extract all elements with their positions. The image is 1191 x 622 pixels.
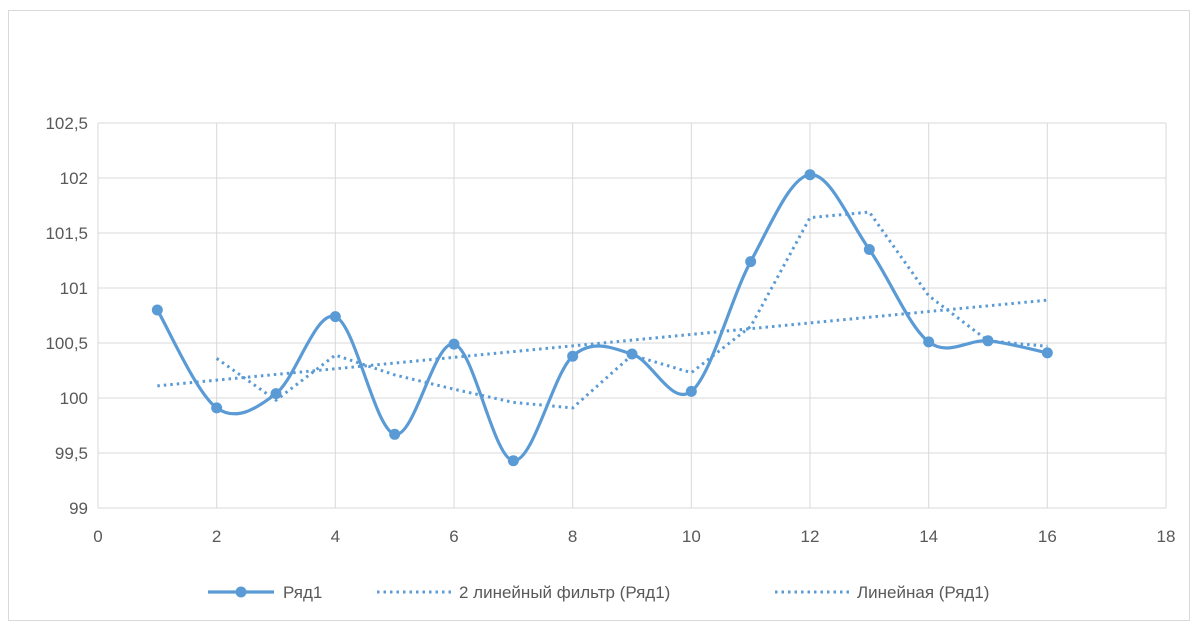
x-axis-ticks: 0 2 4 6 8 10 12 14 16 18: [93, 527, 1175, 546]
legend-label: Ряд1: [283, 583, 322, 602]
data-point-marker: [923, 336, 935, 348]
data-point-marker: [270, 388, 282, 400]
data-point-marker: [863, 244, 875, 255]
x-tick-label: 16: [1038, 527, 1057, 546]
y-tick-label: 100,5: [45, 334, 88, 353]
legend-label: Линейная (Ряд1): [857, 583, 989, 602]
data-point-marker: [329, 311, 341, 323]
data-point-marker: [389, 428, 401, 440]
data-point-marker: [982, 335, 994, 347]
y-tick-label: 102: [60, 169, 88, 188]
y-tick-label: 100: [60, 389, 88, 408]
x-tick-label: 10: [682, 527, 701, 546]
data-point-marker: [211, 402, 223, 414]
data-point-marker: [507, 455, 519, 467]
data-point-marker: [745, 256, 757, 268]
legend-swatch-marker: [235, 586, 247, 598]
x-tick-label: 4: [331, 527, 340, 546]
data-point-marker: [685, 385, 697, 397]
chart-frame: [8, 10, 1190, 621]
y-axis-ticks: 99 99,5 100 100,5 101 101,5 102 102,5: [45, 114, 88, 518]
grid-lines: [97, 122, 1167, 509]
data-point-marker: [448, 338, 460, 350]
y-tick-label: 101,5: [45, 224, 88, 243]
y-tick-label: 99,5: [55, 444, 88, 463]
series-line-moving-average: [215, 210, 1048, 410]
x-tick-label: 18: [1157, 527, 1176, 546]
data-point-marker: [567, 350, 579, 362]
x-tick-label: 6: [449, 527, 458, 546]
y-tick-label: 99: [69, 499, 88, 518]
legend: Ряд1 2 линейный фильтр (Ряд1) Линейная (Ря…: [208, 583, 989, 602]
y-tick-label: 102,5: [45, 114, 88, 133]
legend-label: 2 линейный фильтр (Ряд1): [459, 583, 670, 602]
data-point-marker: [1041, 347, 1053, 359]
x-tick-label: 14: [919, 527, 938, 546]
series-line-main: [155, 173, 1048, 463]
y-tick-label: 101: [60, 279, 88, 298]
x-tick-label: 0: [93, 527, 102, 546]
data-point-marker: [626, 348, 638, 360]
x-tick-label: 12: [801, 527, 820, 546]
x-tick-label: 8: [568, 527, 577, 546]
data-point-marker: [804, 169, 816, 181]
x-tick-label: 2: [212, 527, 221, 546]
data-point-marker: [151, 304, 163, 316]
series-layer: [151, 169, 1053, 467]
